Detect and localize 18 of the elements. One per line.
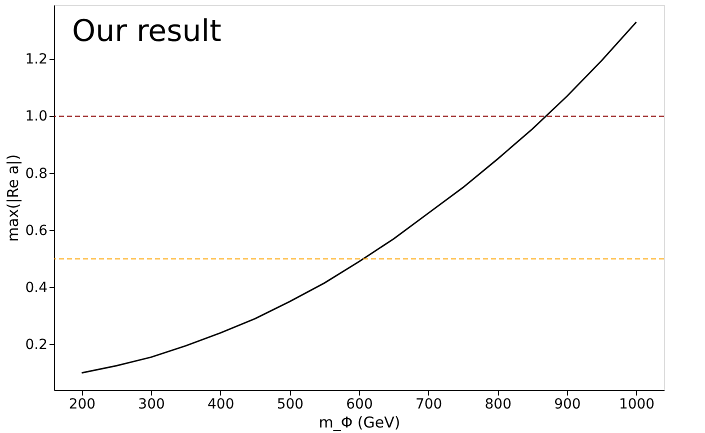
x-tick-label: 400 bbox=[207, 396, 234, 412]
x-tick-label: 500 bbox=[276, 396, 304, 412]
x-tick-label: 1000 bbox=[618, 396, 655, 412]
x-tick-label: 600 bbox=[346, 396, 373, 412]
annotation: Our result bbox=[72, 14, 222, 49]
x-tick-label: 800 bbox=[484, 396, 512, 412]
x-tick-label: 200 bbox=[68, 396, 96, 412]
y-tick-label: 0.2 bbox=[25, 336, 48, 353]
x-tick-label: 900 bbox=[554, 396, 581, 412]
y-tick-label: 1.0 bbox=[25, 108, 48, 125]
y-tick-label: 0.4 bbox=[25, 280, 48, 296]
x-tick-label: 700 bbox=[415, 396, 442, 412]
y-tick-label: 0.6 bbox=[25, 222, 48, 239]
y-tick-label: 0.8 bbox=[25, 166, 48, 182]
x-tick-label: 300 bbox=[138, 396, 165, 412]
y-axis-title: max(|Re a|) bbox=[4, 154, 22, 242]
y-tick-label: 1.2 bbox=[25, 52, 48, 68]
x-axis-title: m_Φ (GeV) bbox=[318, 414, 400, 432]
